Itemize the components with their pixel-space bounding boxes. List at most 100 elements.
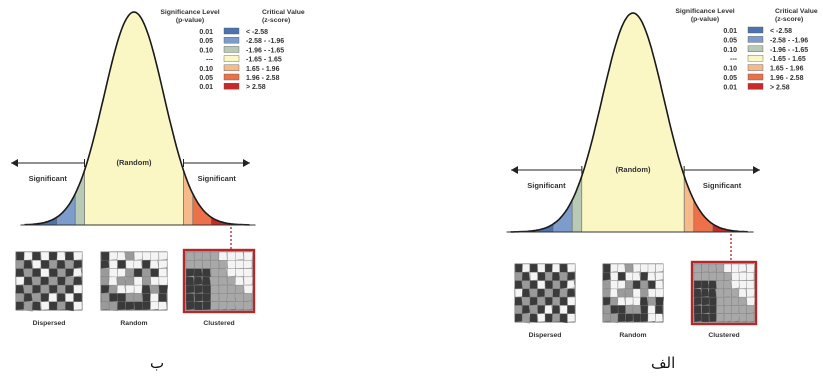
map-dispersed-region [40,251,51,262]
map-random-region [632,296,642,306]
left-significant-label: Significant [527,181,566,190]
map-random-region [655,272,664,281]
map-dispersed-region [15,260,25,270]
map-dispersed-region [15,276,25,286]
map-clustered-region [708,296,718,307]
map-dispersed-region [15,301,25,311]
legend-zscore-5: 1.96 - 2.58 [770,75,804,82]
map-random-region [100,268,110,278]
map-random-region [150,268,160,278]
map-random-region [602,280,611,290]
map-random-region [617,280,626,290]
map-clustered-region [218,284,228,295]
map-dispersed-region [559,288,568,298]
map-random-region [158,268,168,278]
map-random-region [158,260,168,269]
map-clustered-region [746,280,755,290]
legend-header-pvalue-sub: (p-value) [176,17,204,24]
curve-band-196-165 [571,175,583,233]
map-clustered-region [201,268,211,278]
map-random-region [625,313,634,323]
map-random-region [142,260,151,269]
map-random-region [602,263,612,274]
map-clustered-region [730,313,740,323]
map-clustered-region [185,276,195,287]
map-dispersed-region [15,251,26,262]
legend-zscore-3: -1.65 - 1.65 [770,56,806,63]
map-random-region [108,276,118,287]
map-clustered-region [210,301,220,311]
random-center-label: (Random) [117,158,152,167]
map-dispersed-region [522,296,531,306]
map-dispersed-region [544,296,554,306]
map-dispersed-region [72,268,83,278]
legend-pvalue-3: --- [206,57,214,64]
map-clustered-region [210,260,220,270]
panel-b-caption: ب [150,354,165,372]
map-dispersed-region [537,313,547,323]
map-clustered-region [243,251,253,261]
map-random-region [647,288,657,298]
legend-swatch-0 [223,27,240,35]
map-clustered-region [226,301,236,311]
map-clustered-region [708,263,717,273]
map-dispersed-region [65,293,74,303]
map-dispersed-region [48,268,59,278]
map-clustered-region [738,296,747,306]
map-clustered-region [693,305,702,315]
legend-zscore-4: 1.65 - 1.96 [770,66,804,73]
map-dispersed-region [40,276,50,286]
legend-pvalue-2: 0.10 [723,47,737,54]
map-random-region [133,251,144,261]
map-clustered-region [708,313,718,323]
map-clustered-region [194,301,203,311]
map-clustered-region [210,251,220,261]
map-clustered-region [708,305,718,315]
map-clustered-region [193,276,203,286]
legend-swatch-2 [747,45,764,52]
map-clustered-region [746,263,755,273]
map-dispersed-region [23,301,33,312]
map-clustered-region [723,263,732,274]
map-clustered-region [738,288,747,299]
bell-curve-outline [24,11,250,226]
map-clustered-region [723,280,732,290]
map-dispersed-region [544,313,554,323]
map-random-region [125,260,135,270]
random-center-label: (Random) [616,165,651,174]
map-clustered-region [235,301,245,311]
legend-zscore-5: 1.96 - 2.58 [246,75,280,82]
map-clustered-region [227,284,236,294]
map-dispersed-region [514,288,523,298]
map-random-region [158,301,168,311]
map-dispersed-region [566,288,576,298]
legend-pvalue-6: 0.01 [723,84,737,91]
map-clustered-region [701,305,711,314]
map-random-region [640,288,649,298]
map-clustered-region [746,288,755,298]
map-clustered-region [746,272,755,281]
map-dispersed-region [521,313,531,324]
legend-pvalue-6: 0.01 [199,84,213,91]
map-clustered-region [738,263,747,273]
map-random-region [655,280,664,290]
map-dispersed-region [544,263,553,273]
map-dispersed-region [32,293,42,302]
map-dispersed-region [529,296,538,306]
map-clustered-region [738,313,748,323]
map-clustered-region [243,276,253,286]
map-dispersed-region [551,263,561,274]
map-dispersed-region [65,284,74,295]
map-clustered-region [716,263,725,273]
legend-swatch-6 [747,83,764,90]
map-random-region [149,260,159,270]
legend-pvalue-1: 0.05 [199,38,213,45]
map-random-region [647,305,656,315]
map-dispersed-region [32,284,41,294]
map-random-region [617,288,626,298]
map-dispersed-region [567,313,576,323]
map-random-region [610,280,619,291]
map-clustered-region [194,293,204,302]
map-clustered-region [218,260,229,269]
map-dispersed-region [537,305,546,314]
